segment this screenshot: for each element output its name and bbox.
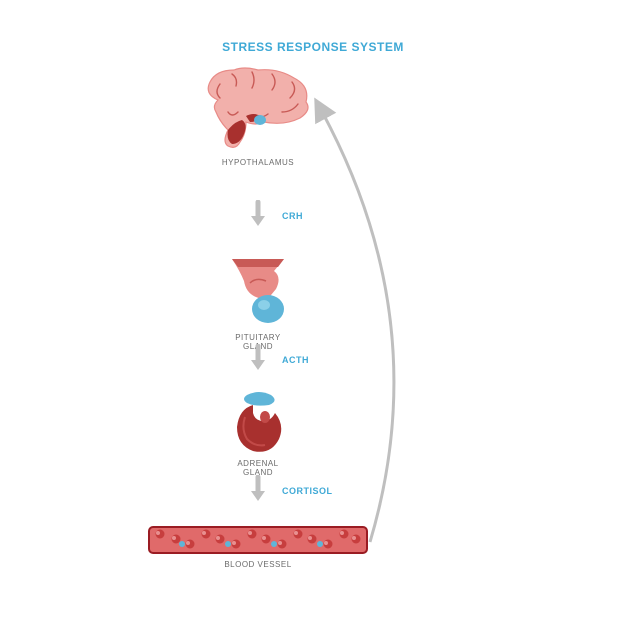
hormone-crh: CRH	[282, 211, 303, 221]
adrenal-icon	[229, 387, 287, 453]
pituitary-icon	[222, 253, 294, 327]
hormone-cortisol: CORTISOL	[282, 486, 333, 496]
node-hypothalamus: HYPOTHALAMUS	[198, 64, 318, 167]
arrow-down-2	[248, 344, 268, 374]
node-blood-vessel: BLOOD VESSEL	[148, 526, 368, 569]
arrow-down-3	[248, 475, 268, 505]
label-blood-vessel: BLOOD VESSEL	[224, 560, 291, 569]
node-adrenal: ADRENAL GLAND	[229, 387, 287, 477]
title-text: STRESS RESPONSE SYSTEM	[222, 40, 404, 54]
diagram-title: STRESS RESPONSE SYSTEM	[0, 40, 626, 54]
arrow-down-1	[248, 200, 268, 230]
node-pituitary: PITUITARY GLAND	[222, 253, 294, 351]
blood-vessel-icon	[148, 526, 368, 554]
hormone-acth: ACTH	[282, 355, 309, 365]
label-hypothalamus: HYPOTHALAMUS	[222, 158, 294, 167]
brain-icon	[198, 64, 318, 152]
